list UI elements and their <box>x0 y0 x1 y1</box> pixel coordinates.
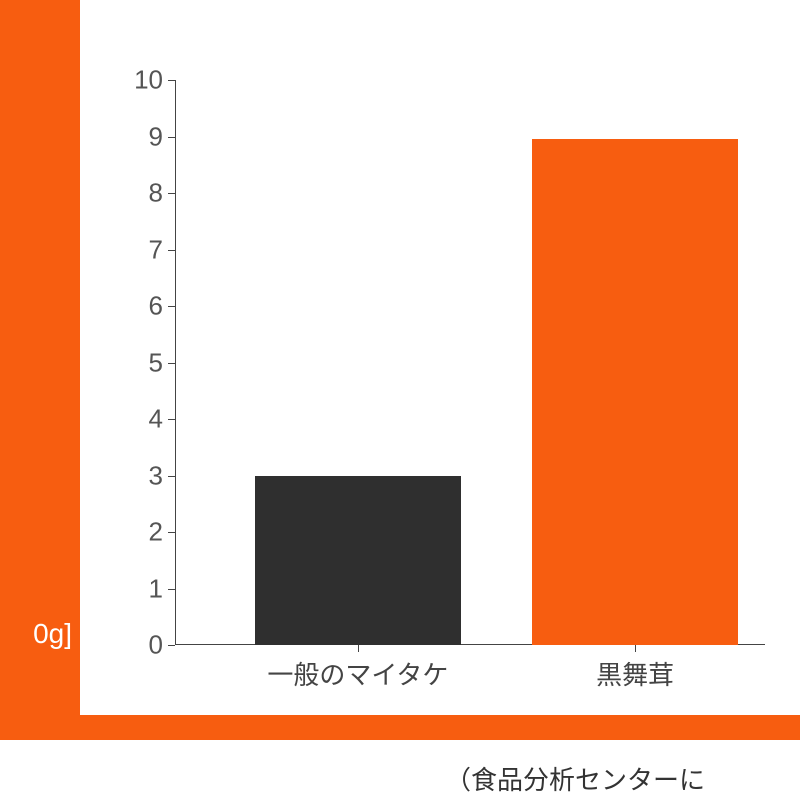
y-tick-label: 10 <box>134 65 163 96</box>
x-tick <box>635 645 636 652</box>
bar <box>255 476 462 646</box>
y-tick-label: 1 <box>149 573 163 604</box>
y-tick-label: 7 <box>149 234 163 265</box>
y-tick-label: 4 <box>149 404 163 435</box>
y-tick-label: 2 <box>149 517 163 548</box>
y-tick <box>168 80 175 81</box>
y-tick-label: 6 <box>149 291 163 322</box>
chart-outer-frame: 0g] 0 1 2 3 4 5 6 7 8 9 10 一般のマイタケ 黒舞茸 <box>0 0 800 740</box>
x-tick-label: 一般のマイタケ <box>267 655 448 692</box>
y-tick <box>168 137 175 138</box>
y-axis-unit-fragment: 0g] <box>0 618 80 650</box>
y-tick <box>168 419 175 420</box>
y-tick-label: 8 <box>149 178 163 209</box>
y-axis-line <box>175 80 176 645</box>
x-tick <box>358 645 359 652</box>
x-tick-label: 黒舞茸 <box>596 655 674 692</box>
chart-panel: 0 1 2 3 4 5 6 7 8 9 10 一般のマイタケ 黒舞茸 <box>80 0 800 715</box>
page-root: 0g] 0 1 2 3 4 5 6 7 8 9 10 一般のマイタケ 黒舞茸 （食品分析センターに <box>0 0 800 800</box>
y-tick <box>168 532 175 533</box>
y-tick <box>168 306 175 307</box>
y-tick-label: 3 <box>149 460 163 491</box>
y-tick <box>168 476 175 477</box>
footer-source-note: （食品分析センターに <box>445 760 705 797</box>
y-tick-label: 5 <box>149 347 163 378</box>
y-tick <box>168 193 175 194</box>
y-tick <box>168 250 175 251</box>
bar <box>532 139 739 645</box>
y-tick-label: 0 <box>149 630 163 661</box>
y-tick <box>168 645 175 646</box>
y-tick-label: 9 <box>149 121 163 152</box>
plot-area: 012345678910一般のマイタケ黒舞茸 <box>175 80 765 645</box>
y-tick <box>168 363 175 364</box>
y-tick <box>168 589 175 590</box>
